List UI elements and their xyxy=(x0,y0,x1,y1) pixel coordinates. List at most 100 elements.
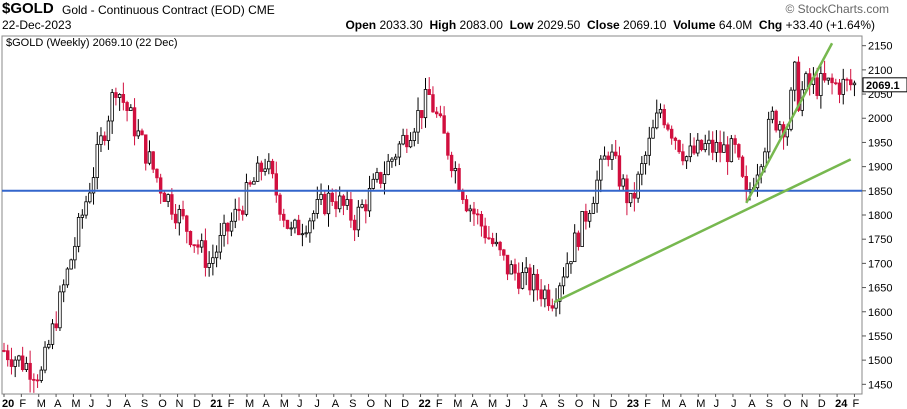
x-tick-label: N xyxy=(176,398,184,409)
candle-body xyxy=(364,204,368,212)
candle-body xyxy=(91,177,96,194)
x-tick-label: N xyxy=(800,398,808,409)
x-tick-label: F xyxy=(228,398,235,409)
candle-body xyxy=(248,182,252,185)
candle-body xyxy=(837,82,842,95)
y-tick-label: 1750 xyxy=(868,234,892,246)
candle-body xyxy=(565,263,569,278)
candle-body xyxy=(282,213,286,221)
x-tick-label: S xyxy=(557,398,564,409)
candle-body xyxy=(617,155,622,187)
y-tick-label: 1900 xyxy=(868,162,892,174)
candle-body xyxy=(110,92,114,122)
candle-body xyxy=(401,134,405,145)
candle-body xyxy=(319,193,323,200)
x-tick-label: O xyxy=(158,398,167,409)
candle-body xyxy=(468,208,472,212)
candle-body xyxy=(733,138,737,145)
close-label: Close xyxy=(587,18,620,32)
candle-body xyxy=(711,139,715,153)
chart-title: $GOLD (Weekly) 2069.10 (22 Dec) xyxy=(6,37,178,49)
candle-body xyxy=(222,222,226,236)
x-tick-label: O xyxy=(366,398,375,409)
x-tick-label: F xyxy=(852,398,859,409)
candle-body xyxy=(744,175,748,192)
candle-body xyxy=(9,359,14,367)
y-tick-label: 1500 xyxy=(868,355,892,367)
x-tick-label: D xyxy=(193,398,201,409)
candle-body xyxy=(461,190,465,200)
candle-body xyxy=(173,213,178,224)
candle-body xyxy=(476,213,480,216)
x-tick-label: A xyxy=(748,398,756,409)
candle-body xyxy=(591,202,596,214)
candle-body xyxy=(326,192,331,215)
candle-body xyxy=(255,162,260,182)
candle-body xyxy=(39,369,43,381)
candle-body xyxy=(188,230,193,246)
volume-label: Volume xyxy=(673,18,716,32)
x-tick-label: O xyxy=(575,398,584,409)
candle-body xyxy=(662,108,666,126)
candle-body xyxy=(61,284,66,293)
x-tick-label: M xyxy=(662,398,671,409)
candle-body xyxy=(826,77,831,81)
high-value: 2083.00 xyxy=(459,18,503,32)
candle-body xyxy=(397,143,402,158)
ohlc-summary: Open 2033.30 High 2083.00 Low 2029.50 Cl… xyxy=(345,18,875,32)
candle-body xyxy=(311,213,316,222)
candle-body xyxy=(725,144,730,163)
candle-body xyxy=(371,178,375,189)
candle-body xyxy=(263,168,267,172)
y-tick-label: 2100 xyxy=(868,65,892,77)
x-tick-label: J xyxy=(314,398,320,409)
candle-body xyxy=(405,134,409,148)
candle-body xyxy=(666,124,670,130)
candle-body xyxy=(103,135,107,141)
candle-body xyxy=(13,359,17,367)
candle-body xyxy=(177,208,182,224)
candle-body xyxy=(647,137,651,156)
open-value: 2033.30 xyxy=(379,18,423,32)
candle-body xyxy=(349,199,353,221)
candle-body xyxy=(472,208,476,215)
candle-body xyxy=(47,343,51,348)
candle-body xyxy=(393,156,398,160)
stockcharts-logo[interactable]: © StockCharts.com xyxy=(785,2,889,16)
candle-body xyxy=(699,139,704,151)
candle-body xyxy=(632,192,637,199)
x-tick-label: 23 xyxy=(627,398,639,409)
trendline xyxy=(553,158,852,304)
candle-body xyxy=(849,79,853,86)
chart-header: $GOLD Gold - Continuous Contract (EOD) C… xyxy=(0,0,907,36)
candle-body xyxy=(606,155,610,160)
candle-body xyxy=(822,73,827,81)
candle-body xyxy=(602,155,607,160)
candle-body xyxy=(714,141,719,153)
x-tick-label: N xyxy=(592,398,600,409)
candle-body xyxy=(155,168,159,179)
candle-body xyxy=(636,173,640,199)
x-tick-label: M xyxy=(696,398,705,409)
y-tick-label: 1450 xyxy=(868,379,892,391)
candle-body xyxy=(334,201,338,210)
candle-body xyxy=(211,257,215,264)
candle-body xyxy=(539,289,543,300)
candle-body xyxy=(170,194,174,215)
candle-body xyxy=(330,192,334,203)
x-tick-label: A xyxy=(332,398,340,409)
y-tick-label: 2000 xyxy=(868,113,892,125)
candle-body xyxy=(614,151,618,157)
x-tick-label: M xyxy=(245,398,254,409)
candle-body xyxy=(852,82,857,86)
candle-body xyxy=(386,160,390,175)
y-tick-label: 1700 xyxy=(868,258,892,270)
candle-body xyxy=(360,204,364,208)
candle-body xyxy=(65,268,70,286)
candle-body xyxy=(793,61,797,91)
candle-body xyxy=(490,238,495,245)
candle-body xyxy=(621,178,625,187)
candle-body xyxy=(229,220,234,232)
last-price-label: 2069.1 xyxy=(866,80,900,92)
